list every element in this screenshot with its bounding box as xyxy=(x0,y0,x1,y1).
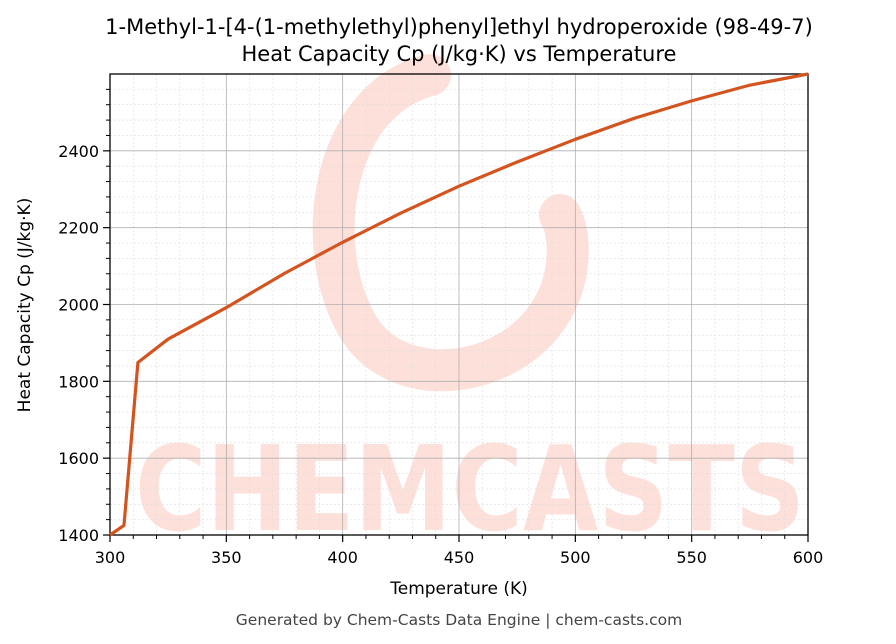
ticks: 300 350 400 450 500 550 600 1400 1600 1800 2000 220… xyxy=(58,88,824,567)
x-axis-label: Temperature (K) xyxy=(389,579,528,599)
x-tick-label: 600 xyxy=(793,548,824,567)
data-point xyxy=(167,338,169,340)
data-point xyxy=(632,117,634,119)
data-point xyxy=(341,241,343,243)
y-tick-label: 2200 xyxy=(58,219,99,238)
x-tick-label: 500 xyxy=(560,548,591,567)
data-point xyxy=(225,306,227,308)
data-point xyxy=(749,84,751,86)
data-point xyxy=(690,100,692,102)
data-point xyxy=(123,524,125,526)
plot-frame xyxy=(109,73,809,536)
x-tick-label: 450 xyxy=(444,548,475,567)
data-point xyxy=(516,161,518,163)
watermark: CHEMCASTS xyxy=(135,54,805,558)
y-tick-label: 1600 xyxy=(58,449,99,468)
data-point xyxy=(109,534,111,536)
x-tick-label: 400 xyxy=(327,548,358,567)
y-axis-label: Heat Capacity Cp (J/kg·K) xyxy=(15,198,35,413)
y-tick-label: 1400 xyxy=(58,526,99,545)
data-point xyxy=(283,272,285,274)
data-point xyxy=(137,361,139,363)
watermark-logo-arc xyxy=(312,54,589,392)
data-point xyxy=(807,73,809,75)
x-tick-label: 350 xyxy=(211,548,242,567)
x-tick-label: 300 xyxy=(95,548,126,567)
data-point xyxy=(574,138,576,140)
chart-title: 1-Methyl-1-[4-(1-methylethyl)phenyl]ethy… xyxy=(105,15,813,39)
x-tick-label: 550 xyxy=(676,548,707,567)
data-point xyxy=(400,212,402,214)
y-tick-label: 2000 xyxy=(58,296,99,315)
chart-subtitle: Heat Capacity Cp (J/kg·K) vs Temperature xyxy=(242,42,677,66)
y-tick-label: 1800 xyxy=(58,372,99,391)
footer-credit: Generated by Chem-Casts Data Engine | ch… xyxy=(236,611,682,629)
data-point xyxy=(458,185,460,187)
series-line xyxy=(109,72,809,537)
y-tick-label: 2400 xyxy=(58,142,99,161)
